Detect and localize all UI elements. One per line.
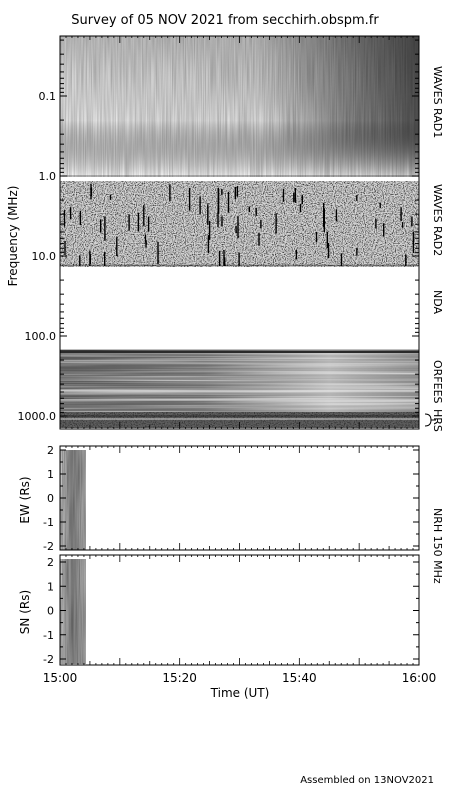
nrh-tick-label: 1 bbox=[47, 468, 54, 481]
nrh-tick-label: -2 bbox=[43, 653, 54, 666]
spectrogram-image bbox=[60, 36, 419, 428]
nrh-sn-frame bbox=[59, 554, 420, 666]
assembled-date: Assembled on 13NOV2021 bbox=[300, 775, 434, 786]
chart-title: Survey of 05 NOV 2021 from secchirh.obsp… bbox=[71, 13, 379, 28]
band-waves-rad1-image bbox=[60, 36, 419, 177]
freq-tick-label: 10.0 bbox=[32, 250, 57, 263]
time-tick-label: 16:00 bbox=[402, 671, 437, 685]
nrh-tick-label: 0 bbox=[47, 492, 54, 505]
nrh-tick-label: -1 bbox=[43, 629, 54, 642]
band-label-nda: NDA bbox=[431, 290, 444, 315]
band-label-orfees: ORFEES bbox=[431, 360, 444, 404]
freq-tick-label: 100.0 bbox=[25, 330, 57, 343]
sn-axis-label: SN (Rs) bbox=[18, 590, 32, 634]
frequency-axis-label: Frequency (MHz) bbox=[6, 186, 20, 287]
sn-axis: 2 1 0 -1 -2 bbox=[43, 556, 419, 666]
nrh-tick-label: -2 bbox=[43, 540, 54, 553]
ew-axis-label: EW (Rs) bbox=[18, 476, 32, 523]
time-axis: 15:00 15:20 15:40 16:00 bbox=[43, 36, 437, 685]
time-tick-label: 15:00 bbox=[43, 671, 78, 685]
ew-axis: 2 1 0 -1 -2 bbox=[43, 444, 419, 553]
nrh-tick-label: 2 bbox=[47, 444, 54, 457]
band-label-hrs: HRS bbox=[431, 409, 444, 432]
nrh-sn-image bbox=[60, 559, 86, 664]
band-label-waves-rad1: WAVES RAD1 bbox=[431, 66, 444, 138]
frequency-axis: 0.1 1.0 10.0 100.0 1000.0 bbox=[18, 39, 419, 423]
nrh-ew-image bbox=[60, 450, 86, 550]
nrh-tick-label: 1 bbox=[47, 580, 54, 593]
band-label-waves-rad2: WAVES RAD2 bbox=[431, 184, 444, 256]
time-tick-label: 15:20 bbox=[162, 671, 197, 685]
hrs-bracket bbox=[424, 413, 436, 427]
freq-tick-label: 0.1 bbox=[39, 90, 57, 103]
time-tick-label: 15:40 bbox=[282, 671, 317, 685]
nrh-tick-label: 0 bbox=[47, 605, 54, 618]
band-orfees-image bbox=[60, 350, 419, 412]
nrh-tick-label: -1 bbox=[43, 516, 54, 529]
nrh-tick-label: 2 bbox=[47, 556, 54, 569]
nrh-ew-frame bbox=[59, 445, 420, 551]
time-axis-label: Time (UT) bbox=[210, 686, 270, 700]
band-waves-rad2-image bbox=[60, 181, 419, 267]
freq-tick-label: 1000.0 bbox=[18, 410, 57, 423]
freq-tick-label: 1.0 bbox=[39, 170, 57, 183]
nrh-instrument-label: NRH 150 MHz bbox=[431, 508, 444, 584]
